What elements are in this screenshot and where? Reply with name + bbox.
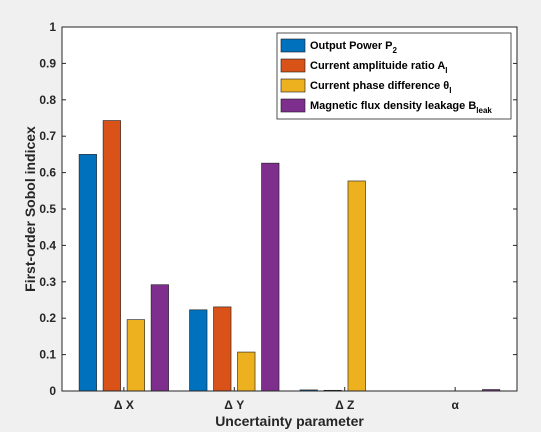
legend-label-1: Current amplituide ratio AI <box>310 60 448 75</box>
x-axis-title: Uncertainty parameter <box>215 413 364 429</box>
bar-0-0 <box>78 154 97 392</box>
x-tick-label: Δ X <box>114 398 134 412</box>
y-tick-label: 0.3 <box>39 275 56 289</box>
legend-swatch-0 <box>280 38 306 53</box>
plot-frame <box>61 26 518 392</box>
legend-label-subscript: I <box>445 66 447 75</box>
bar-0-1 <box>189 309 208 392</box>
legend-swatch-2 <box>280 78 306 93</box>
x-tick-label: Δ Z <box>335 398 354 412</box>
bar-series-group <box>78 120 501 392</box>
bar-2-0 <box>126 319 145 392</box>
legend-label-main: Magnetic flux density leakage B <box>310 100 476 112</box>
y-axis-ticks: 0 0.1 0.2 0.3 0.4 0.5 0.6 0.7 0.8 0.9 1 <box>39 20 517 398</box>
bar-2-2 <box>347 180 366 392</box>
bar-2-1 <box>237 351 256 392</box>
y-axis-title: First-order Sobol indicex <box>22 126 38 292</box>
legend-label-0: Output Power P2 <box>310 40 398 55</box>
y-tick-label: 1 <box>49 20 56 34</box>
legend-label-main: Current amplituide ratio A <box>310 60 445 72</box>
y-tick-label: 0.5 <box>39 202 56 216</box>
legend-label-subscript: 2 <box>393 46 398 55</box>
legend-label-main: Output Power P <box>310 40 393 52</box>
y-tick-label: 0.1 <box>39 348 56 362</box>
legend-label-subscript: I <box>449 86 451 95</box>
y-tick-label: 0.7 <box>39 129 56 143</box>
y-tick-label: 0.8 <box>39 93 56 107</box>
y-tick-label: 0.2 <box>39 311 56 325</box>
bar-1-1 <box>213 306 232 392</box>
bar-3-0 <box>150 284 169 392</box>
legend-box <box>276 32 512 120</box>
legend-swatch-3 <box>280 98 306 113</box>
legend: Output Power P2 Current amplituide ratio … <box>276 32 512 120</box>
y-tick-label: 0.9 <box>39 56 56 70</box>
bar-1-0 <box>102 120 121 392</box>
bar-3-1 <box>261 162 280 392</box>
y-tick-label: 0.6 <box>39 166 56 180</box>
x-tick-label: α <box>451 398 459 412</box>
y-tick-label: 0.4 <box>39 238 56 252</box>
legend-label-main: Current phase difference θ <box>310 80 449 92</box>
legend-swatch-1 <box>280 58 306 73</box>
y-tick-label: 0 <box>49 384 56 398</box>
x-tick-label: Δ Y <box>224 398 244 412</box>
legend-label-2: Current phase difference θI <box>310 80 451 95</box>
legend-label-3: Magnetic flux density leakage Bleak <box>310 100 492 115</box>
legend-label-subscript: leak <box>476 106 492 115</box>
